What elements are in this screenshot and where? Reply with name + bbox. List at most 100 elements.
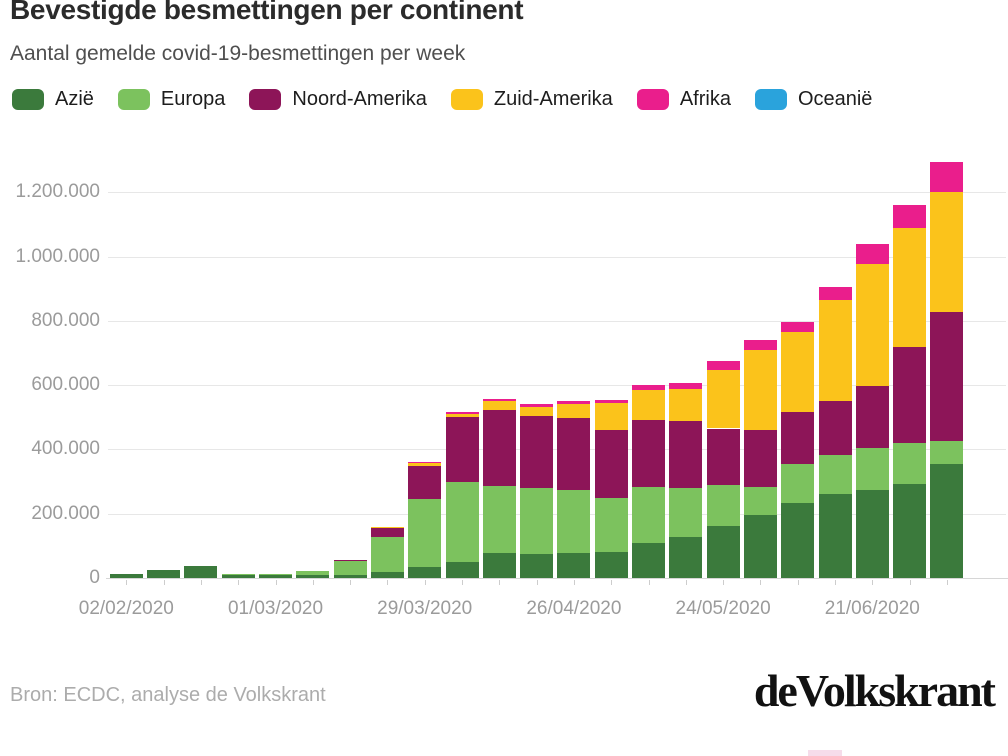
bar-segment[interactable] [818,287,852,300]
bar-segment[interactable] [669,536,703,578]
bar-segment[interactable] [445,413,479,418]
bar-segment[interactable] [743,486,777,515]
bar-segment[interactable] [147,569,181,578]
bar-segment[interactable] [482,553,516,578]
bar-segment[interactable] [743,350,777,431]
bar-segment[interactable] [594,498,628,552]
bar-segment[interactable] [930,312,964,442]
bar-segment[interactable] [445,417,479,482]
bar-segment[interactable] [893,442,927,485]
bar-segment[interactable] [632,486,665,544]
x-axis-tick [946,580,948,585]
bar-segment[interactable] [855,386,889,449]
bar-segment[interactable] [296,574,330,578]
bar-segment[interactable] [109,574,143,578]
bar-segment[interactable] [520,488,554,555]
bar-segment[interactable] [408,463,442,466]
bar-segment[interactable] [930,192,964,313]
bar-segment[interactable] [669,487,703,537]
bar-segment[interactable] [706,485,740,526]
bar-segment[interactable] [706,370,740,429]
gridline [108,449,1006,451]
bar-segment[interactable] [855,263,889,387]
bar-segment[interactable] [184,566,218,578]
bar-segment[interactable] [669,383,703,389]
legend-item-noord-amerika[interactable]: Noord-Amerika [249,88,427,111]
bar-segment[interactable] [669,388,703,422]
bar-segment[interactable] [370,527,404,538]
bar-segment[interactable] [557,400,591,404]
bar-segment[interactable] [781,331,815,412]
legend-item-oceani[interactable]: Oceanië [754,88,872,111]
bar-segment[interactable] [855,244,889,264]
bar-segment[interactable] [333,574,367,578]
bar-segment[interactable] [445,561,479,578]
bar-segment[interactable] [370,572,404,578]
bar-segment[interactable] [893,228,927,348]
bar-segment[interactable] [482,400,516,411]
bar-segment[interactable] [594,430,628,499]
bar-segment[interactable] [893,205,927,229]
bar-segment[interactable] [482,486,516,554]
bar-segment[interactable] [520,554,554,578]
bar-segment[interactable] [669,421,703,488]
bar-segment[interactable] [781,411,815,464]
bar-segment[interactable] [408,567,442,578]
bar-segment[interactable] [594,403,628,431]
bar-segment[interactable] [557,403,591,419]
bar-segment[interactable] [930,441,964,465]
legend-item-europa[interactable]: Europa [117,88,225,111]
bar-segment[interactable] [930,162,964,193]
legend-item-zuid-amerika[interactable]: Zuid-Amerika [450,88,613,111]
bar-segment[interactable] [781,463,815,503]
bar-segment[interactable] [893,484,927,578]
legend-item-afrika[interactable]: Afrika [636,88,731,111]
bar-segment[interactable] [818,494,852,578]
bar-segment[interactable] [594,551,628,578]
bar-segment[interactable] [557,552,591,578]
bar-segment[interactable] [594,399,628,404]
bar-segment[interactable] [706,428,740,486]
bar-segment[interactable] [818,400,852,456]
bar-segment[interactable] [370,537,404,573]
bar-segment[interactable] [743,514,777,578]
bar-segment[interactable] [557,418,591,490]
bar-segment[interactable] [482,398,516,401]
legend-swatch-icon [249,89,282,110]
bar-segment[interactable] [408,499,442,568]
bar-segment[interactable] [930,464,964,578]
bar-segment[interactable] [333,559,367,561]
bar-segment[interactable] [520,404,554,407]
bar-segment[interactable] [706,360,740,371]
bar-segment[interactable] [893,347,927,443]
bar-segment[interactable] [408,462,442,464]
bar-segment[interactable] [370,526,404,528]
bar-segment[interactable] [818,299,852,401]
bar-segment[interactable] [781,321,815,332]
bar-segment[interactable] [632,390,665,421]
bar-segment[interactable] [408,465,442,500]
bar-segment[interactable] [743,430,777,487]
bar-segment[interactable] [818,455,852,495]
bar-segment[interactable] [482,410,516,487]
bar-segment[interactable] [743,340,777,351]
bar-segment[interactable] [259,575,292,578]
bar-segment[interactable] [296,570,330,575]
bar-segment[interactable] [632,543,665,578]
bar-segment[interactable] [632,420,665,487]
bar-segment[interactable] [259,574,292,576]
bar-segment[interactable] [855,448,889,490]
bar-segment[interactable] [632,385,665,391]
legend-item-azi[interactable]: Azië [12,88,94,111]
bar-segment[interactable] [445,481,479,562]
bar-segment[interactable] [445,412,479,414]
bar-segment[interactable] [557,489,591,553]
x-axis-label: 02/02/2020 [78,598,174,619]
bar-segment[interactable] [333,560,367,575]
bar-segment[interactable] [520,415,554,489]
bar-segment[interactable] [520,406,554,416]
bar-segment[interactable] [781,502,815,578]
bar-segment[interactable] [855,489,889,578]
bar-segment[interactable] [221,574,255,578]
bar-segment[interactable] [706,525,740,578]
